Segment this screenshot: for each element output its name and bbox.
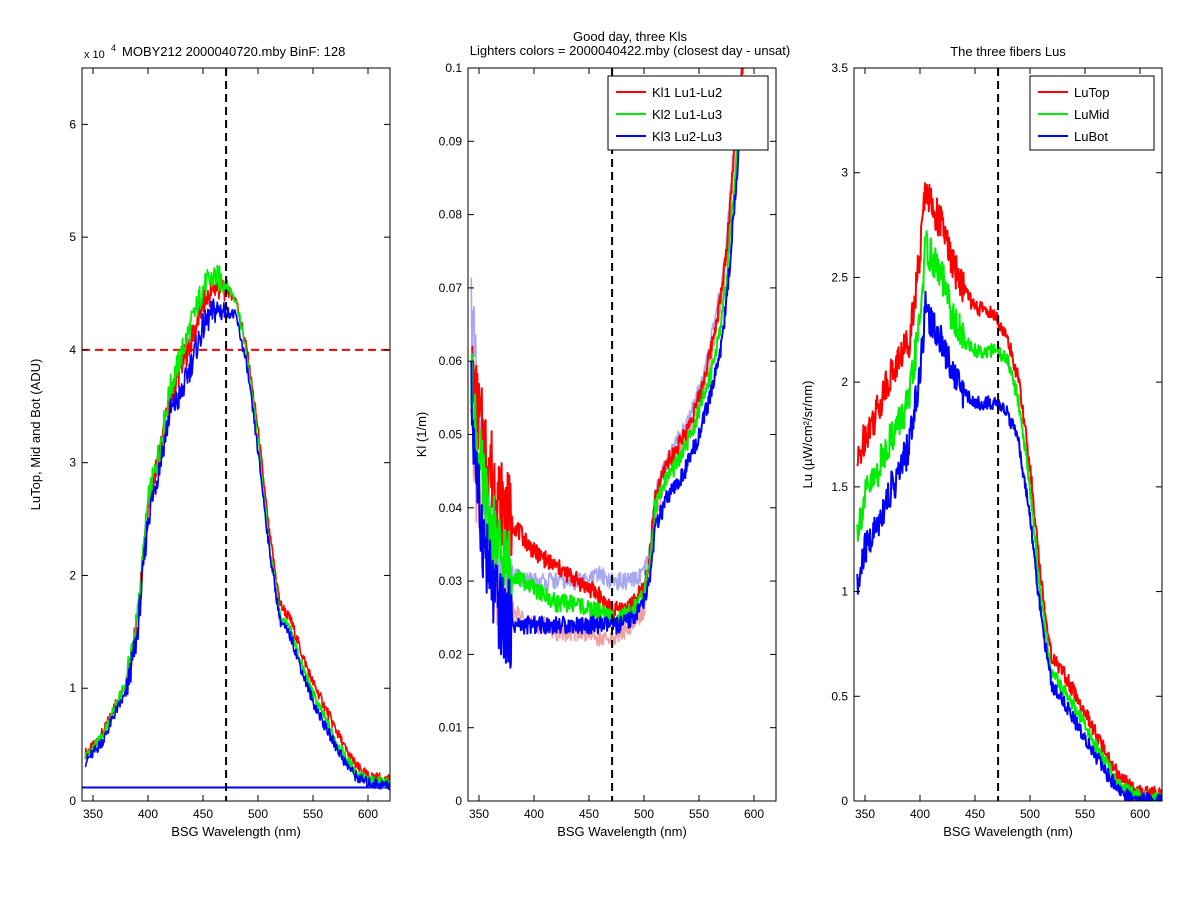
x-tick-label: 550 bbox=[1075, 807, 1095, 821]
series-line-light-1 bbox=[84, 264, 390, 789]
suptitle-line1: Good day, three Kls bbox=[573, 29, 687, 44]
x-tick-label: 500 bbox=[1020, 807, 1040, 821]
y-tick-label: 0.05 bbox=[439, 428, 463, 442]
legend-entry-label: Kl1 Lu1-Lu2 bbox=[652, 85, 722, 100]
x-axis-label: BSG Wavelength (nm) bbox=[171, 824, 301, 839]
suptitle-line2: Lighters colors = 2000040422.mby (closes… bbox=[470, 43, 790, 58]
series-line-light-2 bbox=[84, 298, 390, 791]
x-axis-label: BSG Wavelength (nm) bbox=[943, 824, 1073, 839]
y-tick-label: 1 bbox=[841, 585, 848, 599]
axes-left-lu-adu: 350 400 450 500 550 600 0 1 2 3 4 5 6 BSG Wavelength … bbox=[28, 43, 391, 839]
y-tick-label: 0.02 bbox=[439, 647, 463, 661]
plot-area bbox=[856, 68, 1162, 801]
x-tick-label: 500 bbox=[248, 807, 268, 821]
x-tick-label: 350 bbox=[855, 807, 875, 821]
y-axis-label: Lu (µW/cm²/sr/nm) bbox=[800, 381, 815, 489]
legend-entry-label: Kl3 Lu2-Lu3 bbox=[652, 129, 722, 144]
y-axis-label: LuTop, Mid and Bot (ADU) bbox=[28, 359, 43, 511]
legend-entry-label: LuMid bbox=[1074, 107, 1109, 122]
y-tick-label: 3.5 bbox=[831, 61, 848, 75]
plot-area bbox=[470, 68, 744, 801]
y-tick-label: 0.09 bbox=[439, 134, 463, 148]
x-tick-label: 400 bbox=[910, 807, 930, 821]
x-tick-label: 550 bbox=[303, 807, 323, 821]
x-tick-label: 450 bbox=[193, 807, 213, 821]
plot-area bbox=[82, 68, 390, 801]
y-tick-label: 0.01 bbox=[439, 721, 463, 735]
x-tick-label: 350 bbox=[469, 807, 489, 821]
y-tick-label: 2.5 bbox=[831, 270, 848, 284]
series-line-lubot bbox=[856, 290, 1162, 801]
legend-entry-label: Kl2 Lu1-Lu3 bbox=[652, 107, 722, 122]
axes-title: The three fibers Lus bbox=[950, 44, 1066, 59]
y-tick-label: 2 bbox=[69, 568, 76, 582]
y-tick-label: 0 bbox=[841, 794, 848, 808]
x-tick-label: 400 bbox=[138, 807, 158, 821]
y-tick-label: 6 bbox=[69, 117, 76, 131]
y-tick-label: 4 bbox=[69, 343, 76, 357]
x-tick-label: 600 bbox=[744, 807, 764, 821]
y-tick-label: 0.08 bbox=[439, 208, 463, 222]
axes-box bbox=[853, 67, 1163, 802]
y-tick-label: 0.04 bbox=[439, 501, 463, 515]
x-tick-label: 450 bbox=[965, 807, 985, 821]
series-line-kl3-lu2-lu3 bbox=[470, 88, 744, 669]
y-tick-label: 1.5 bbox=[831, 480, 848, 494]
x-tick-label: 500 bbox=[634, 807, 654, 821]
y-tick-label: 3 bbox=[841, 166, 848, 180]
x-tick-label: 400 bbox=[524, 807, 544, 821]
axes-title: MOBY212 2000040720.mby BinF: 128 bbox=[122, 44, 345, 59]
y-tick-label: 0.1 bbox=[445, 61, 462, 75]
axes-middle-kl: 350 400 450 500 550 600 0 0.01 0.02 0.03 0.04 0.05 0… bbox=[414, 61, 777, 839]
y-tick-label: 0.5 bbox=[831, 689, 848, 703]
x-tick-label: 450 bbox=[579, 807, 599, 821]
plot-background bbox=[82, 68, 390, 801]
legend-entry-label: LuBot bbox=[1074, 129, 1108, 144]
axes-right-lu: 350 400 450 500 550 600 0 0.5 1 1.5 2 2.5 3 3.5 BSG Wa… bbox=[800, 44, 1163, 839]
y-tick-label: 0 bbox=[69, 794, 76, 808]
x-axis-label: BSG Wavelength (nm) bbox=[557, 824, 687, 839]
x-tick-label: 350 bbox=[83, 807, 103, 821]
y-tick-label: 1 bbox=[69, 681, 76, 695]
y-tick-label: 0.06 bbox=[439, 354, 463, 368]
y-exponent-label: x 10 bbox=[84, 49, 105, 61]
x-tick-label: 600 bbox=[358, 807, 378, 821]
series-line-lumid bbox=[856, 230, 1162, 801]
legend-entry-label: LuTop bbox=[1074, 85, 1109, 100]
plot-background bbox=[468, 68, 776, 801]
x-tick-label: 550 bbox=[689, 807, 709, 821]
y-tick-label: 2 bbox=[841, 375, 848, 389]
plot-background bbox=[854, 68, 1162, 801]
x-tick-label: 600 bbox=[1130, 807, 1150, 821]
legend: LuTop LuMid LuBot bbox=[1029, 75, 1155, 151]
y-tick-label: 0.07 bbox=[439, 281, 463, 295]
axes-box bbox=[81, 67, 391, 802]
series-line-kl2-lu1-lu3 bbox=[470, 87, 744, 628]
y-tick-label: 0 bbox=[455, 794, 462, 808]
y-tick-label: 0.03 bbox=[439, 574, 463, 588]
y-tick-label: 3 bbox=[69, 456, 76, 470]
y-axis-label: Kl (1/m) bbox=[414, 412, 429, 458]
legend: Kl1 Lu1-Lu2 Kl2 Lu1-Lu3 Kl3 Lu2-Lu3 bbox=[607, 75, 769, 151]
y-tick-label: 5 bbox=[69, 230, 76, 244]
y-exponent-power: 4 bbox=[111, 43, 116, 53]
